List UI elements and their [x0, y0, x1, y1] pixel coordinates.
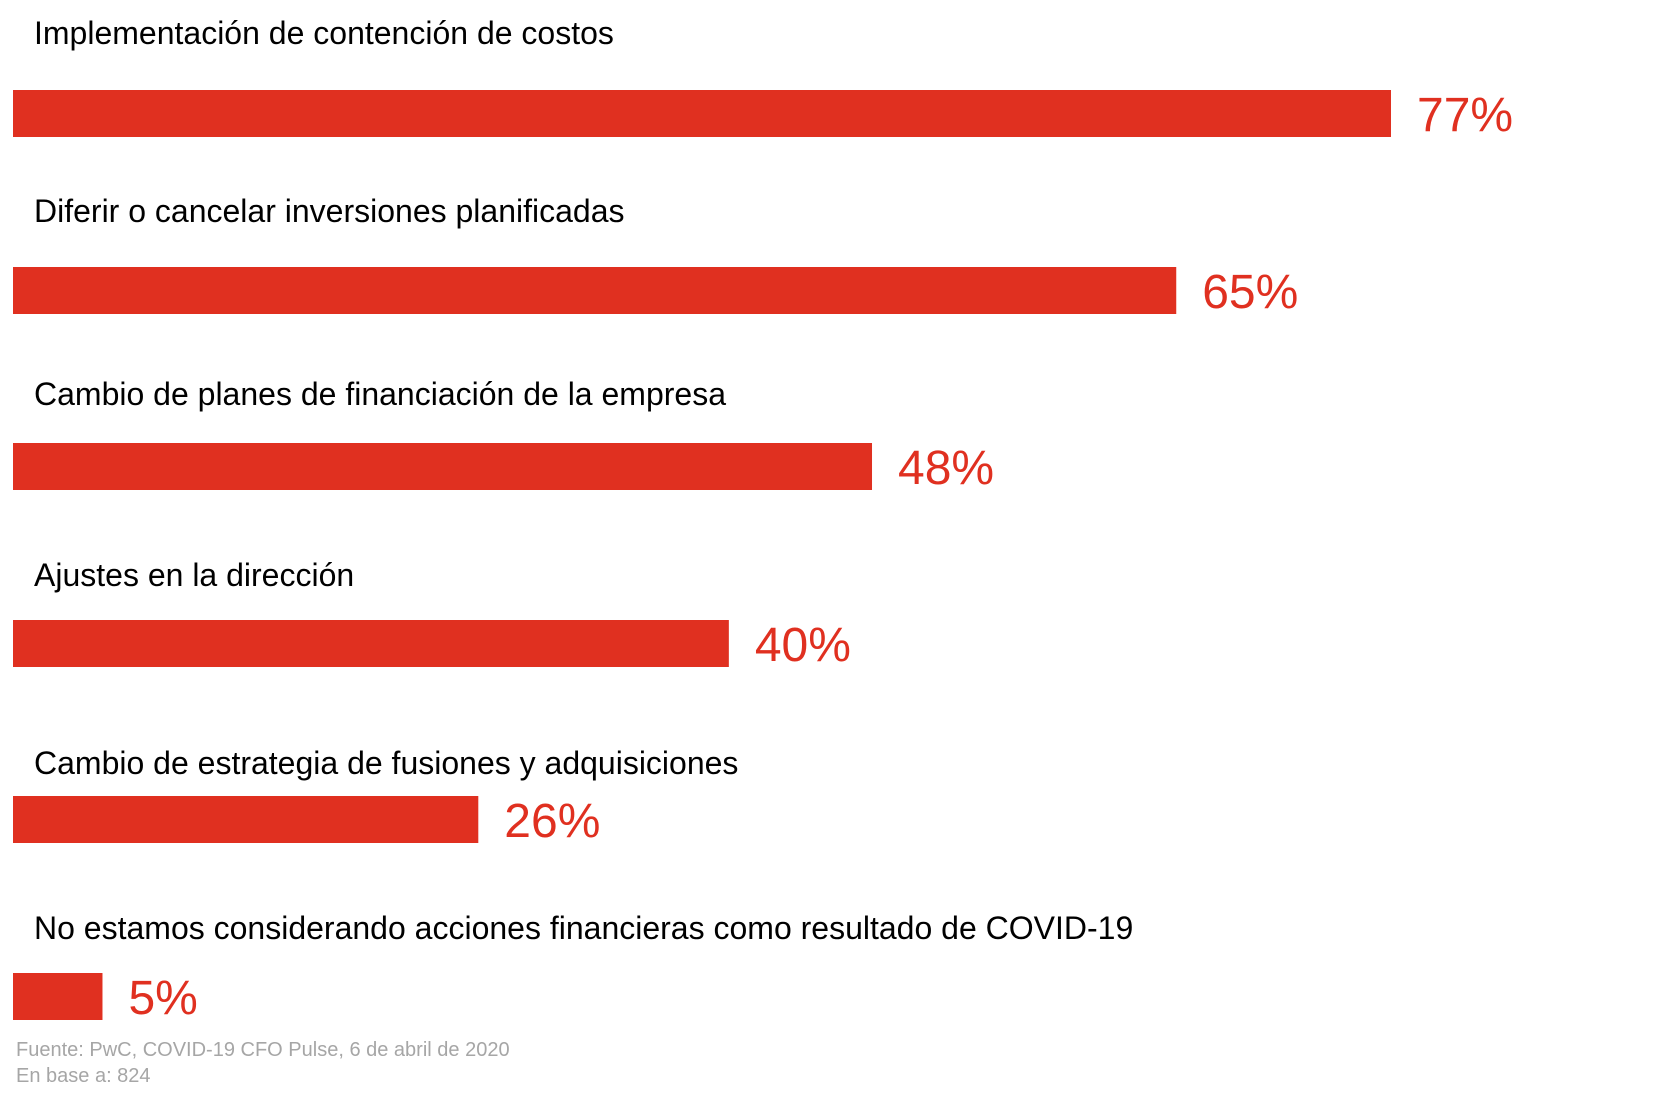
bar [13, 267, 1177, 314]
bar [13, 90, 1391, 137]
bar [13, 443, 873, 490]
bar [13, 620, 729, 667]
chart-footer: Fuente: PwC, COVID-19 CFO Pulse, 6 de ab… [16, 1037, 510, 1089]
value-label: 77% [1417, 89, 1513, 142]
category-label: Diferir o cancelar inversiones planifica… [34, 193, 625, 229]
category-label: Implementación de contención de costos [34, 15, 614, 51]
value-label: 40% [755, 619, 851, 672]
category-label: No estamos considerando acciones financi… [34, 910, 1133, 946]
value-label: 26% [504, 795, 600, 848]
value-label: 48% [898, 442, 994, 495]
sample-base-note: En base a: 824 [16, 1065, 151, 1087]
bar [13, 796, 479, 843]
category-label: Ajustes en la dirección [34, 557, 354, 593]
category-label: Cambio de planes de financiación de la e… [34, 376, 726, 412]
bar [13, 973, 103, 1020]
category-label: Cambio de estrategia de fusiones y adqui… [34, 745, 738, 781]
source-note: Fuente: PwC, COVID-19 CFO Pulse, 6 de ab… [16, 1039, 510, 1061]
value-label: 5% [128, 972, 197, 1025]
value-label: 65% [1202, 266, 1298, 319]
